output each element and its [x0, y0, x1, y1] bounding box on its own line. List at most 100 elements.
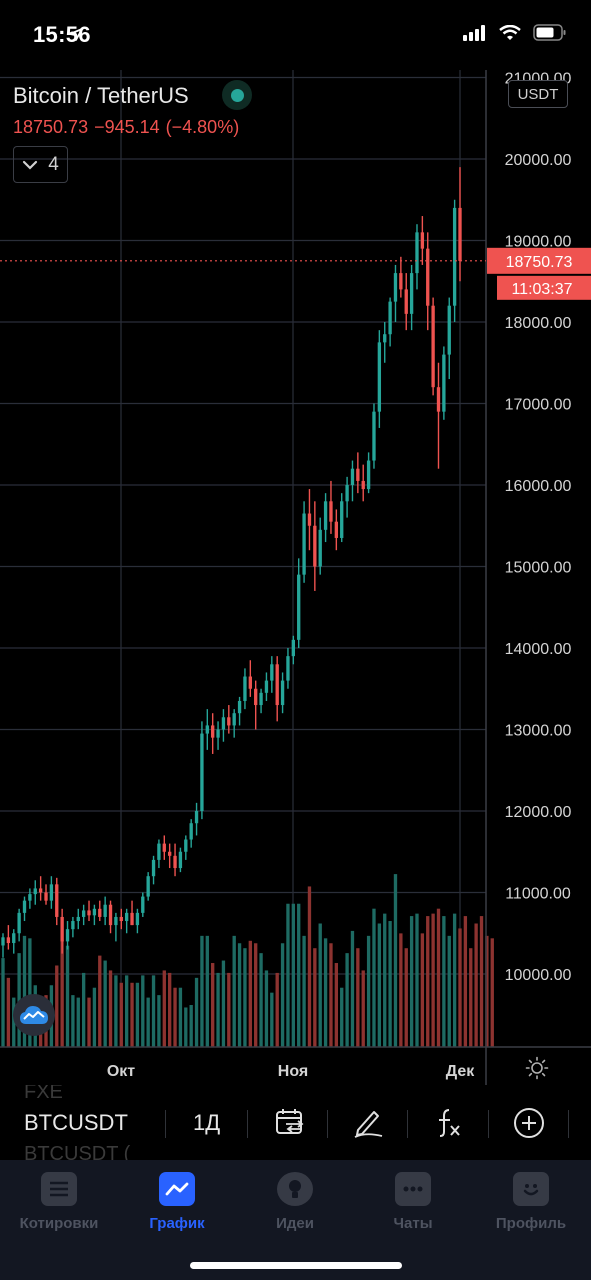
tab-quotes[interactable]: Котировки	[0, 1172, 118, 1232]
candle-body	[103, 904, 107, 917]
candle-body	[98, 908, 102, 917]
volume-bar	[76, 997, 80, 1047]
toolbar-divider	[165, 1110, 166, 1138]
volume-bar	[55, 965, 59, 1047]
volume-bar	[114, 975, 118, 1047]
volume-bar	[377, 923, 382, 1047]
candle-body	[291, 639, 295, 657]
price-tick-label: 18000.00	[505, 315, 572, 332]
volume-bar	[431, 913, 435, 1047]
volume-bar	[135, 982, 140, 1047]
volume-bar	[474, 923, 478, 1047]
candle-body	[436, 387, 441, 412]
volume-bar	[420, 933, 425, 1047]
toolbar-divider	[247, 1110, 248, 1138]
signal-icon	[463, 24, 485, 41]
tab-chart[interactable]: График	[118, 1172, 236, 1232]
candle-body	[323, 501, 328, 530]
candle-body	[458, 207, 462, 261]
volume-bar	[146, 997, 150, 1047]
price-change-line: 18750.73 −945.14 (−4.80%)	[13, 117, 245, 138]
tab-label: Котировки	[19, 1215, 99, 1232]
chart-settings-button[interactable]	[525, 1056, 549, 1085]
candle-body	[442, 354, 446, 412]
candle-body	[254, 688, 258, 706]
volume-bar	[490, 938, 494, 1047]
last-price-label-bg	[487, 247, 591, 274]
tradingview-logo-button[interactable]	[13, 994, 55, 1036]
candle-body	[372, 411, 376, 461]
volume-bar	[275, 972, 279, 1047]
market-status-icon[interactable]	[222, 80, 252, 110]
toolbar-divider	[407, 1110, 408, 1138]
volume-bar	[286, 903, 290, 1047]
volume-bar	[436, 908, 441, 1047]
indicators-toggle-button[interactable]: 4	[13, 146, 68, 183]
symbol-title[interactable]: Bitcoin / TetherUS	[13, 83, 189, 108]
volume-bar	[313, 948, 317, 1047]
toolbar-divider	[568, 1110, 569, 1138]
fx-icon[interactable]	[434, 1106, 464, 1138]
symbol-selector[interactable]: BTCUSDT	[24, 1110, 128, 1135]
chevron-down-icon	[23, 160, 38, 170]
currency-badge[interactable]: USDT	[508, 80, 568, 108]
tab-label: Профиль	[495, 1215, 567, 1232]
pencil-icon[interactable]	[352, 1106, 384, 1138]
status-icons	[69, 24, 567, 41]
volume-bar	[200, 935, 204, 1047]
ghost-symbol-below: BTCUSDT (	[24, 1143, 131, 1160]
volume-bar	[221, 960, 226, 1047]
candle-body	[135, 912, 140, 926]
volume-bar	[22, 935, 27, 1047]
candle-body	[6, 937, 11, 944]
candle-body	[227, 717, 231, 726]
candle-body	[221, 717, 226, 730]
candle-body	[162, 843, 166, 852]
volume-bar	[141, 975, 145, 1047]
tab-profile[interactable]: Профиль	[472, 1172, 590, 1232]
candle-body	[146, 876, 150, 897]
bottom-toolbar: FXE BTCUSDT (	[0, 1085, 591, 1160]
plus-circle-icon[interactable]	[512, 1106, 546, 1140]
candle-body	[92, 908, 97, 916]
calendar-arrows-icon[interactable]	[274, 1106, 306, 1138]
tab-chats[interactable]: Чаты	[354, 1172, 472, 1232]
price-tick-label: 12000.00	[505, 804, 572, 821]
price-tick-label: 10000.00	[505, 967, 572, 984]
price-tick-label: 15000.00	[505, 560, 572, 577]
tab-ideas[interactable]: Идеи	[236, 1172, 354, 1232]
candle-body	[393, 273, 398, 302]
volume-bar	[130, 982, 134, 1047]
volume-bar	[323, 938, 328, 1047]
candle-body	[345, 485, 349, 502]
candle-body	[356, 468, 360, 481]
candle-body	[302, 513, 306, 575]
countdown-label-bg	[497, 275, 591, 300]
candle-body	[447, 305, 451, 355]
candle-body	[141, 896, 145, 913]
interval-selector[interactable]: 1Д	[193, 1110, 221, 1135]
volume-bar	[194, 977, 199, 1047]
home-indicator[interactable]	[190, 1262, 402, 1269]
candle-body	[49, 884, 54, 901]
candle-body	[243, 676, 247, 701]
price-chart[interactable]: 21000.0020000.0019000.0018000.0017000.00…	[0, 70, 591, 1085]
volume-bar	[1, 958, 5, 1047]
volume-bar	[350, 930, 355, 1047]
chat-icon	[403, 1186, 423, 1192]
candle-body	[205, 725, 209, 734]
candle-body	[12, 933, 16, 944]
candle-body	[81, 910, 86, 917]
volume-bar	[98, 955, 102, 1047]
volume-bar	[415, 913, 419, 1047]
volume-bar	[205, 935, 209, 1047]
candle-body	[270, 664, 274, 681]
tab-label: Идеи	[276, 1215, 314, 1232]
candle-body	[65, 929, 70, 942]
volume-bar	[366, 935, 371, 1047]
candle-body	[44, 892, 48, 901]
chart-area[interactable]: 21000.00 20000.00 19000.00 18000.00 17000.00…	[0, 70, 591, 1085]
volume-bar	[232, 935, 236, 1047]
volume-bar	[307, 886, 312, 1047]
candle-body	[76, 916, 80, 922]
